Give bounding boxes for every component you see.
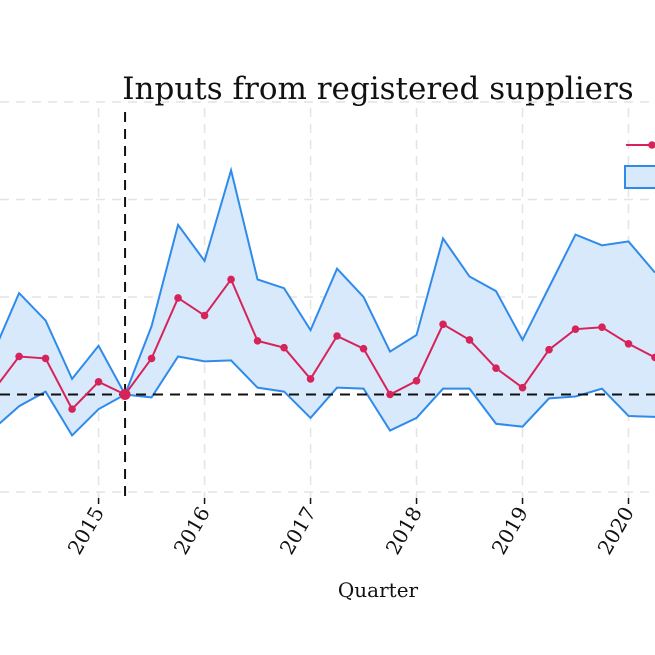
x-tick-label: 2017	[275, 503, 321, 559]
estimate-point	[253, 337, 262, 345]
estimate-line	[0, 277, 655, 411]
x-tick-label: 2019	[487, 503, 533, 559]
chart-title: Inputs from registered suppliers	[122, 71, 633, 107]
x-axis-ticks: 2014 2015 2016 2017 2018 2019 2020	[0, 498, 639, 559]
estimate-point	[68, 405, 76, 413]
estimate-point	[147, 354, 156, 363]
x-tick-label: 2015	[63, 503, 109, 559]
estimate-point	[518, 383, 527, 392]
ci-upper-line	[0, 166, 655, 397]
confidence-band	[0, 166, 655, 438]
estimate-series	[0, 275, 655, 413]
ci-lower-line	[0, 355, 655, 438]
estimate-point	[571, 325, 580, 333]
ci-fill	[0, 170, 655, 436]
estimate-point	[386, 390, 394, 399]
estimate-point	[359, 344, 368, 353]
legend-ci-swatch	[624, 165, 655, 189]
estimate-point	[545, 345, 553, 354]
x-tick-label: 2020	[593, 503, 639, 559]
estimate-point	[651, 353, 655, 362]
estimate-point	[492, 364, 500, 372]
estimate-point	[15, 352, 23, 361]
estimate-point	[333, 332, 341, 340]
estimate-point	[41, 354, 50, 363]
estimate-point	[227, 275, 235, 284]
estimate-point	[280, 343, 288, 352]
estimate-point	[439, 320, 447, 329]
legend	[624, 141, 655, 189]
estimate-point	[306, 375, 315, 383]
x-tick-label: 2016	[169, 503, 215, 559]
estimate-point	[94, 378, 103, 386]
x-axis-label: Quarter	[338, 578, 419, 602]
estimate-point	[412, 377, 421, 385]
x-tick-label: 2014	[0, 503, 3, 559]
estimate-point	[200, 311, 209, 320]
reference-lines	[0, 112, 655, 498]
legend-estimate-marker	[648, 141, 655, 149]
x-tick-label: 2018	[381, 503, 427, 559]
estimate-point	[174, 294, 182, 302]
estimate-point	[624, 340, 633, 348]
estimate-point	[119, 389, 131, 400]
estimate-point	[598, 323, 606, 332]
estimate-point	[465, 336, 474, 344]
